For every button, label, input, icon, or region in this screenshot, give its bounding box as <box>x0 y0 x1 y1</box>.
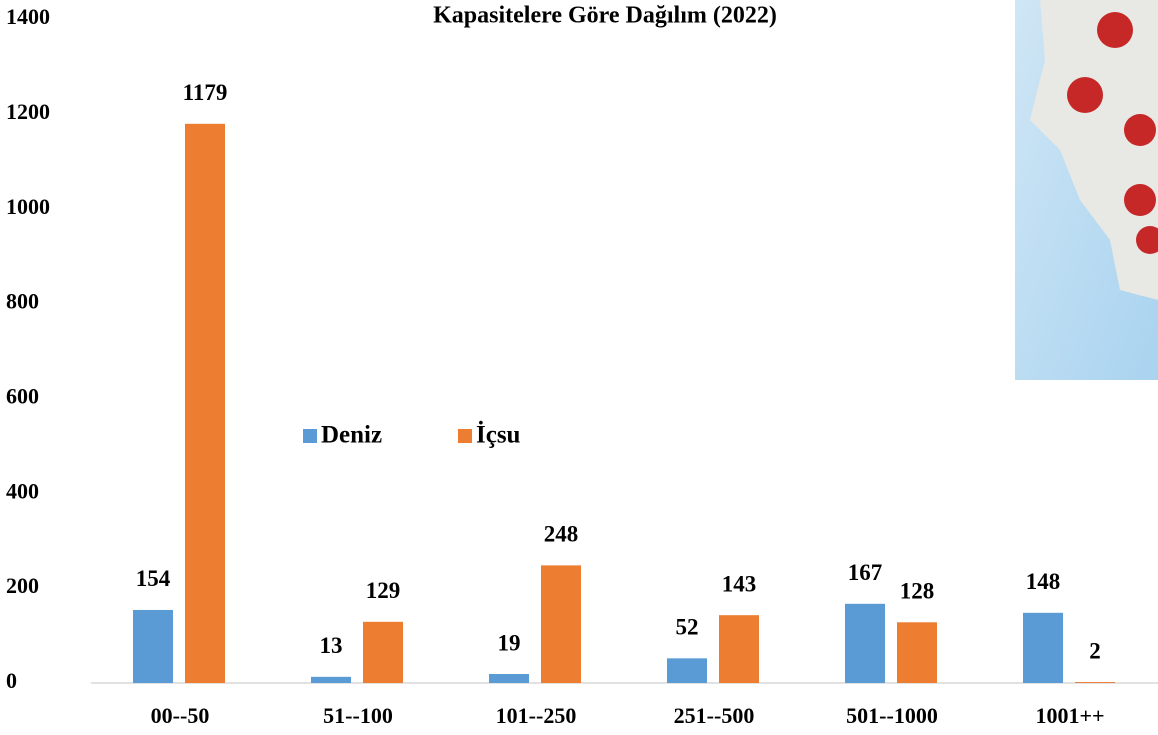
data-label: 248 <box>544 522 579 547</box>
bar <box>719 615 759 683</box>
bar <box>133 610 173 683</box>
data-label: 52 <box>676 615 699 640</box>
chart: Kapasitelere Göre Dağılım (2022) 0 200 400… <box>0 0 1158 735</box>
bar <box>363 622 403 683</box>
data-label: 19 <box>498 630 521 655</box>
bar <box>311 677 351 683</box>
x-tick-label: 1001++ <box>1035 703 1104 728</box>
bar <box>667 658 707 683</box>
legend-swatch <box>303 429 317 443</box>
y-tick-label: 600 <box>6 383 39 408</box>
data-label: 154 <box>136 566 171 591</box>
data-label: 1179 <box>183 80 228 105</box>
bar <box>541 565 581 683</box>
bar <box>845 604 885 683</box>
data-label: 2 <box>1089 638 1101 663</box>
y-tick-label: 200 <box>6 573 39 598</box>
x-tick-label: 251--500 <box>674 703 755 728</box>
bar <box>489 674 529 683</box>
x-tick-label: 00--50 <box>151 703 210 728</box>
legend-label: İçsu <box>476 421 521 449</box>
x-tick-label: 501--1000 <box>846 703 938 728</box>
bar <box>1023 613 1063 683</box>
bar <box>1075 682 1115 683</box>
data-label: 129 <box>366 578 401 603</box>
data-label: 128 <box>900 579 935 604</box>
map-image <box>1015 0 1158 380</box>
bar <box>185 124 225 683</box>
y-tick-label: 400 <box>6 478 39 503</box>
x-tick-label: 101--250 <box>496 703 577 728</box>
data-label: 148 <box>1026 569 1061 594</box>
y-tick-label: 1200 <box>6 99 50 124</box>
y-tick-label: 800 <box>6 289 39 314</box>
y-tick-label: 1400 <box>6 4 50 29</box>
data-label: 167 <box>848 560 883 585</box>
data-label: 143 <box>722 571 757 596</box>
legend-label: Deniz <box>321 422 382 449</box>
legend-swatch <box>458 429 472 443</box>
bar <box>897 622 937 683</box>
y-tick-label: 1000 <box>6 194 50 219</box>
y-tick-label: 0 <box>6 668 17 693</box>
data-label: 13 <box>320 633 343 658</box>
chart-title: Kapasitelere Göre Dağılım (2022) <box>433 3 777 29</box>
x-tick-label: 51--100 <box>323 703 393 728</box>
